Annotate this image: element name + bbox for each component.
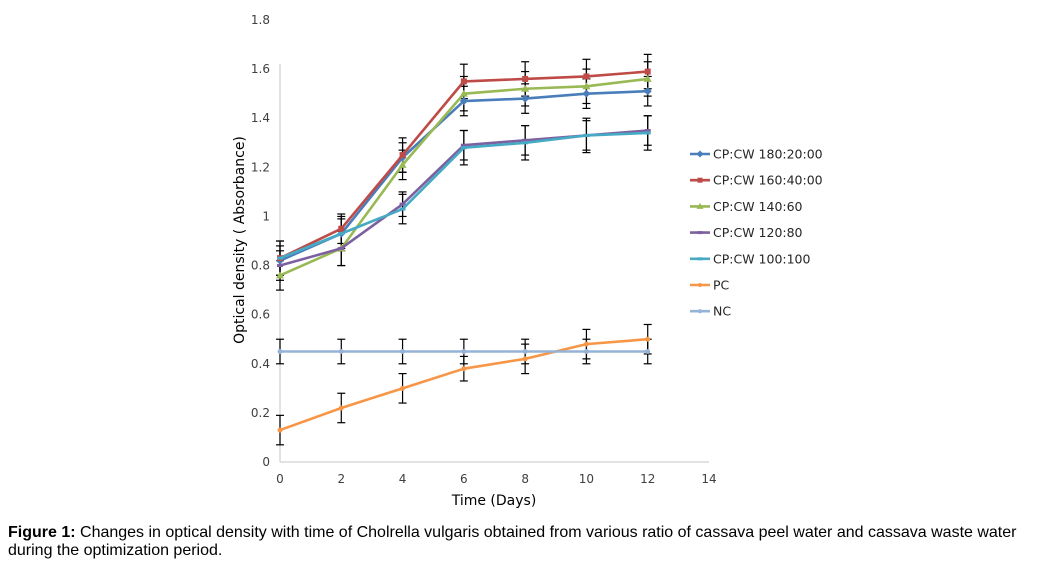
y-tick-label: 1 (262, 209, 270, 223)
x-tick-label: 6 (460, 472, 468, 486)
x-tick-label: 14 (701, 472, 716, 486)
data-point (643, 74, 652, 82)
x-tick-label: 4 (399, 472, 407, 486)
caption-label: Figure 1: (8, 524, 76, 541)
data-point (583, 349, 589, 354)
y-tick-label: 1.2 (251, 160, 270, 174)
y-tick-label: 1.4 (251, 111, 270, 125)
x-tick-label: 10 (579, 472, 594, 486)
y-tick-label: 0.2 (251, 406, 270, 420)
legend-label: NC (713, 304, 731, 319)
y-tick-label: 0.4 (251, 357, 270, 371)
data-point (399, 152, 406, 159)
data-point (696, 202, 704, 209)
data-point (698, 283, 702, 287)
data-point (697, 257, 703, 261)
data-point (522, 349, 528, 354)
data-point (400, 385, 406, 391)
data-point (698, 309, 702, 314)
line-chart: 0 0.2 0.4 0.6 0.8 1 1.2 1.4 1.6 1.8 0 2 4 6 8 10 12 14 CP… (232, 13, 823, 509)
legend-item: NC (690, 304, 731, 319)
legend-item: CP:CW 180:20:00 (690, 147, 823, 162)
data-point (522, 75, 529, 82)
data-point (645, 349, 651, 354)
data-point (522, 141, 529, 145)
data-point (399, 202, 406, 206)
data-point (522, 138, 529, 142)
data-point (460, 143, 467, 147)
data-point (582, 82, 591, 90)
data-point (582, 89, 591, 98)
x-tick-label: 0 (276, 472, 284, 486)
data-point (459, 97, 468, 106)
data-point (338, 225, 345, 232)
data-point (522, 356, 528, 362)
legend-label: CP:CW 100:100 (713, 251, 811, 266)
data-point (645, 336, 651, 342)
data-point (338, 246, 345, 250)
data-point (277, 256, 283, 260)
figure-caption: Figure 1: Changes in optical density wit… (8, 524, 1038, 560)
series-group (276, 68, 652, 433)
legend: CP:CW 180:20:00 CP:CW 160:40:00 CP:CW 140:… (690, 147, 823, 319)
data-point (277, 349, 283, 354)
series-nc (277, 349, 651, 354)
legend-label: CP:CW 140:60 (713, 199, 803, 214)
y-tick-label: 0 (262, 455, 270, 469)
caption-text: Changes in optical density with time of … (8, 524, 1017, 559)
y-axis-title: Optical density ( Absorbance) (232, 136, 248, 344)
data-point (521, 94, 530, 103)
data-point (338, 349, 344, 354)
data-point (696, 150, 704, 158)
series-cp-cw-100-100 (277, 131, 651, 260)
data-point (400, 349, 406, 354)
data-point (399, 207, 406, 211)
data-point (276, 271, 284, 279)
x-tick-label: 8 (521, 472, 529, 486)
data-point (583, 133, 590, 137)
data-point (697, 231, 703, 235)
legend-label: CP:CW 180:20:00 (713, 147, 823, 162)
legend-item: CP:CW 160:40:00 (690, 173, 823, 188)
data-point (697, 177, 703, 183)
data-point (644, 129, 651, 132)
legend-label: CP:CW 120:80 (713, 225, 803, 240)
y-tick-label: 1.8 (251, 13, 270, 27)
data-point (277, 264, 283, 268)
legend-label: PC (713, 278, 730, 293)
data-point (583, 73, 590, 80)
data-point (460, 78, 467, 85)
data-point (461, 349, 467, 354)
data-point (521, 84, 530, 92)
data-point (338, 405, 344, 411)
data-point (644, 68, 651, 75)
legend-label: CP:CW 160:40:00 (713, 173, 823, 188)
x-axis-title: Time (Days) (451, 493, 537, 509)
data-point (398, 160, 407, 168)
y-tick-label: 1.6 (251, 62, 270, 76)
legend-item: CP:CW 140:60 (690, 199, 803, 214)
y-tick-label: 0.8 (251, 259, 270, 273)
x-tick-label: 2 (337, 472, 345, 486)
y-tick-label: 0.6 (251, 308, 270, 322)
data-point (460, 146, 467, 150)
series-pc (277, 336, 651, 433)
data-point (643, 87, 652, 96)
data-point (338, 232, 345, 236)
x-tick-label: 12 (640, 472, 655, 486)
data-point (461, 366, 467, 372)
data-point (459, 89, 468, 97)
data-point (644, 131, 651, 135)
legend-item: PC (690, 278, 730, 293)
legend-item: CP:CW 100:100 (690, 251, 811, 266)
data-point (583, 341, 589, 347)
data-point (277, 427, 283, 433)
legend-item: CP:CW 120:80 (690, 225, 803, 240)
axes: 0 0.2 0.4 0.6 0.8 1 1.2 1.4 1.6 1.8 0 2 4 6 8 10 12 14 (251, 13, 717, 486)
